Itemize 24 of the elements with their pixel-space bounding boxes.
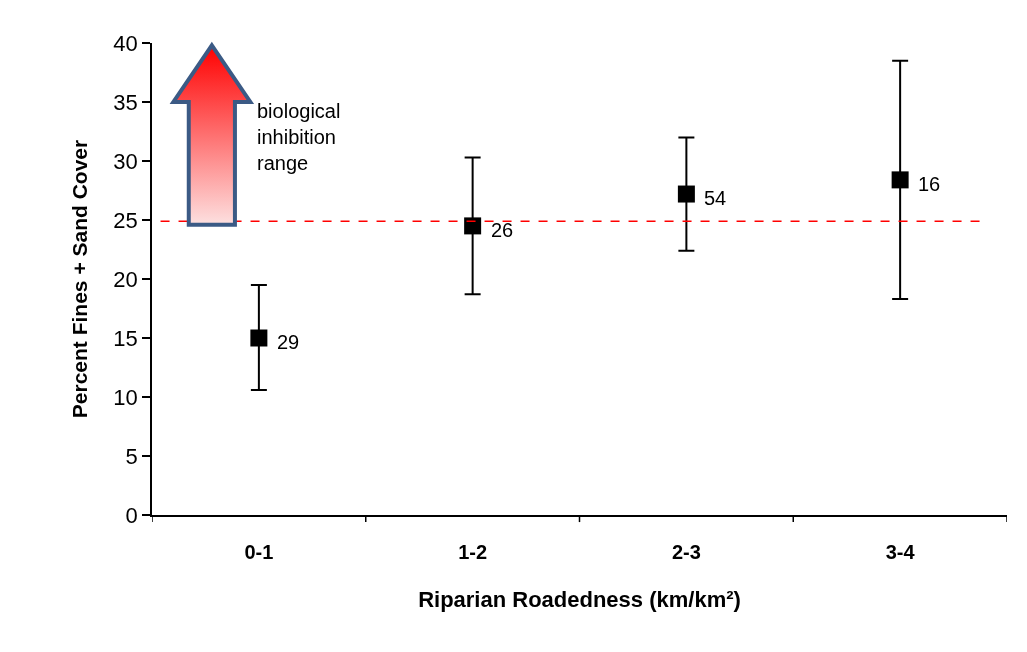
x-tick-label: 0-1 (244, 540, 274, 563)
annotation: 29 (277, 331, 300, 353)
y-tick-label: 40 (113, 30, 138, 56)
point (891, 171, 909, 189)
y-tick-label: 15 (113, 325, 138, 351)
y-axis-title: Percent Fines + Sand Cover (68, 139, 92, 419)
y-tick-label: 35 (113, 89, 138, 115)
x-tick-label: 3-4 (885, 540, 916, 563)
x-tick-label: 1-2 (458, 540, 488, 563)
y-tick-label: 10 (113, 384, 138, 410)
y-tick-label: 20 (113, 266, 138, 292)
point (464, 217, 482, 235)
y-tick-label: 5 (125, 443, 138, 469)
annotation: 26 (491, 219, 514, 241)
point (250, 329, 268, 347)
y-tick-label: 30 (113, 148, 138, 174)
y-tick-label: 25 (113, 207, 138, 233)
x-axis-title: Riparian Roadedness (km/km²) (418, 587, 741, 613)
annotation: 54 (704, 187, 727, 209)
annotation: 16 (918, 173, 941, 195)
annotation: biological inhibition range (257, 100, 341, 174)
x-tick-label: 2-3 (671, 540, 701, 563)
y-tick-label: 0 (125, 502, 138, 528)
point (677, 185, 695, 203)
